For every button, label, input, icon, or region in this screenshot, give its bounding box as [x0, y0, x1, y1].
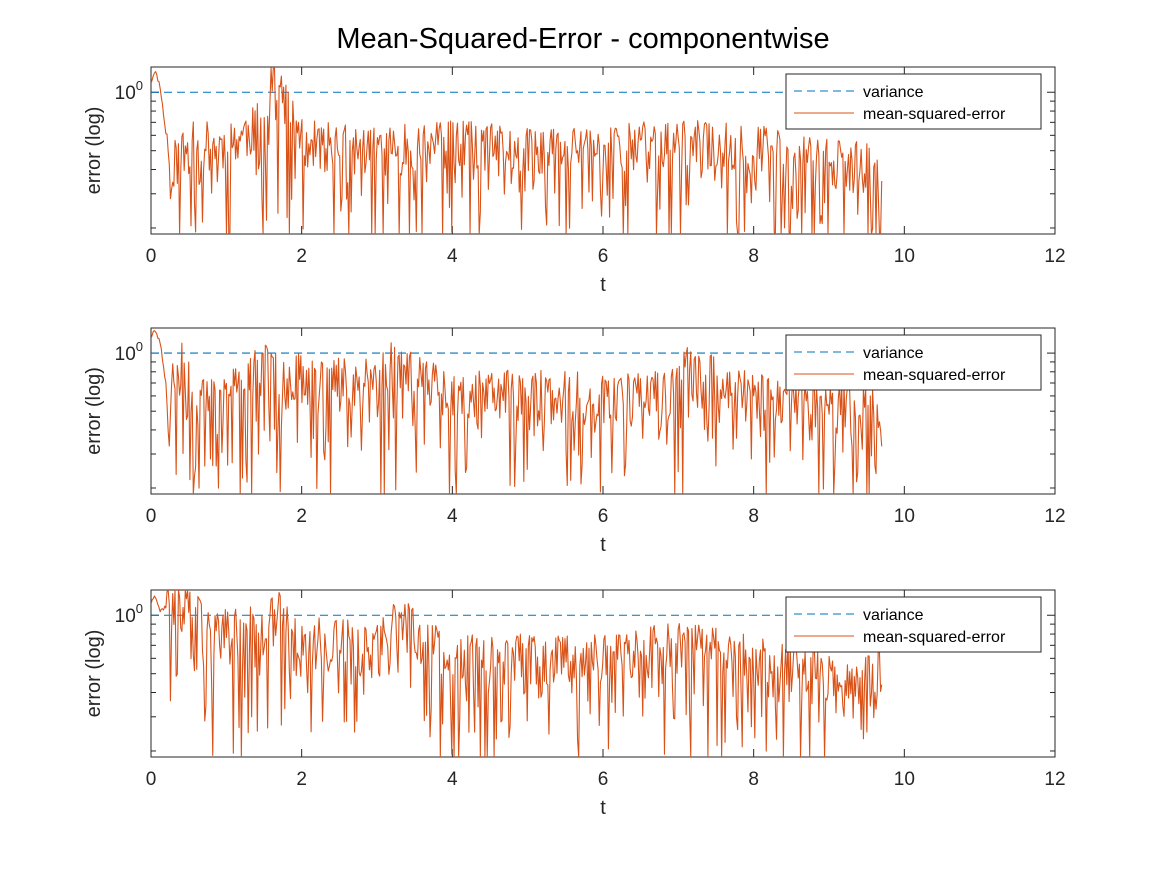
- y-tick-label: 100: [115, 78, 143, 104]
- x-tick-label: 6: [598, 246, 609, 267]
- x-tick-label: 12: [1044, 246, 1065, 267]
- x-tick-label: 12: [1044, 506, 1065, 527]
- legend-entry: mean-squared-error: [863, 106, 1006, 123]
- x-tick-label: 2: [296, 506, 307, 527]
- x-tick-label: 10: [894, 246, 915, 267]
- subplot-1: 0 2 4 6 8 10 12 100 t error (log) variance mean-squ…: [83, 66, 1066, 296]
- legend-entry: mean-squared-error: [863, 367, 1006, 384]
- x-axis-label: t: [600, 534, 606, 556]
- legend: variance mean-squared-error: [785, 596, 1042, 653]
- plot-area: [151, 329, 883, 494]
- y-axis-label: error (log): [83, 630, 105, 718]
- series-mean-squared-error: [151, 329, 883, 494]
- x-tick-label: 0: [146, 769, 157, 790]
- x-tick-label: 10: [894, 506, 915, 527]
- x-tick-label: 8: [748, 506, 759, 527]
- figure-title: Mean-Squared-Error - componentwise: [336, 23, 829, 55]
- y-axis-label: error (log): [83, 107, 105, 195]
- legend-entry: mean-squared-error: [863, 629, 1006, 646]
- plot-area: [151, 590, 883, 757]
- subplot-2: 0 2 4 6 8 10 12 100 t error (log) variance mean-squ…: [83, 327, 1066, 556]
- x-tick-label: 4: [447, 506, 458, 527]
- x-axis-label: t: [600, 274, 606, 296]
- series-mean-squared-error: [151, 67, 883, 234]
- x-tick-label: 0: [146, 246, 157, 267]
- legend-box: [785, 596, 1042, 653]
- y-tick-label: 100: [115, 339, 143, 365]
- x-tick-label: 8: [748, 246, 759, 267]
- legend-box: [785, 73, 1042, 130]
- x-tick-label: 4: [447, 769, 458, 790]
- y-axis-label: error (log): [83, 367, 105, 455]
- legend: variance mean-squared-error: [785, 73, 1042, 130]
- x-tick-label: 2: [296, 769, 307, 790]
- x-axis-label: t: [600, 797, 606, 819]
- x-tick-label: 2: [296, 246, 307, 267]
- legend-entry: variance: [863, 607, 924, 624]
- plot-area: [151, 67, 883, 234]
- y-tick-label: 100: [115, 601, 143, 627]
- x-tick-label: 8: [748, 769, 759, 790]
- legend-entry: variance: [863, 345, 924, 362]
- x-tick-label: 6: [598, 506, 609, 527]
- x-tick-label: 10: [894, 769, 915, 790]
- subplot-3: 0 2 4 6 8 10 12 100 t error (log) variance mean-squ…: [83, 589, 1066, 819]
- x-tick-label: 12: [1044, 769, 1065, 790]
- x-tick-label: 6: [598, 769, 609, 790]
- legend-entry: variance: [863, 84, 924, 101]
- x-tick-label: 0: [146, 506, 157, 527]
- legend: variance mean-squared-error: [785, 334, 1042, 391]
- legend-box: [785, 334, 1042, 391]
- series-mean-squared-error: [151, 590, 883, 757]
- x-tick-label: 4: [447, 246, 458, 267]
